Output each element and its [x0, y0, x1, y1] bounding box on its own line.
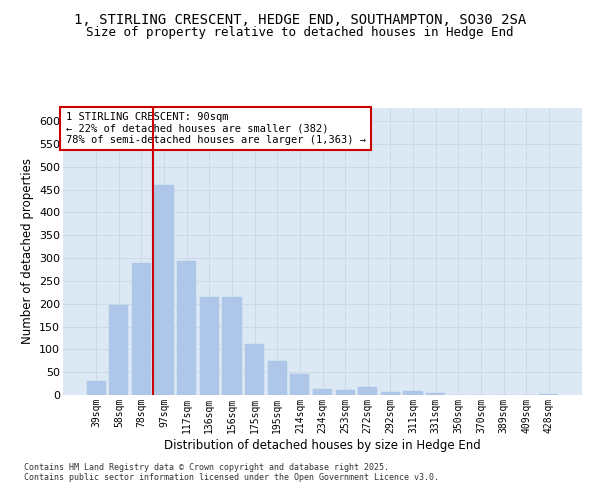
Bar — [86, 382, 106, 395]
Bar — [154, 185, 174, 395]
Bar — [109, 305, 128, 395]
Bar — [132, 262, 151, 395]
Text: Size of property relative to detached houses in Hedge End: Size of property relative to detached ho… — [86, 26, 514, 39]
Bar — [539, 394, 559, 395]
Text: 1, STIRLING CRESCENT, HEDGE END, SOUTHAMPTON, SO30 2SA: 1, STIRLING CRESCENT, HEDGE END, SOUTHAM… — [74, 12, 526, 26]
X-axis label: Distribution of detached houses by size in Hedge End: Distribution of detached houses by size … — [164, 438, 481, 452]
Bar — [200, 297, 219, 395]
Bar — [358, 387, 377, 395]
Bar — [245, 344, 264, 395]
Bar — [381, 392, 400, 395]
Text: Contains HM Land Registry data © Crown copyright and database right 2025.
Contai: Contains HM Land Registry data © Crown c… — [24, 462, 439, 482]
Bar — [403, 392, 422, 395]
Bar — [290, 374, 310, 395]
Bar — [177, 262, 196, 395]
Bar — [426, 393, 445, 395]
Bar — [223, 297, 242, 395]
Y-axis label: Number of detached properties: Number of detached properties — [20, 158, 34, 344]
Text: 1 STIRLING CRESCENT: 90sqm
← 22% of detached houses are smaller (382)
78% of sem: 1 STIRLING CRESCENT: 90sqm ← 22% of deta… — [65, 112, 365, 145]
Bar — [335, 390, 355, 395]
Bar — [313, 389, 332, 395]
Bar — [268, 361, 287, 395]
